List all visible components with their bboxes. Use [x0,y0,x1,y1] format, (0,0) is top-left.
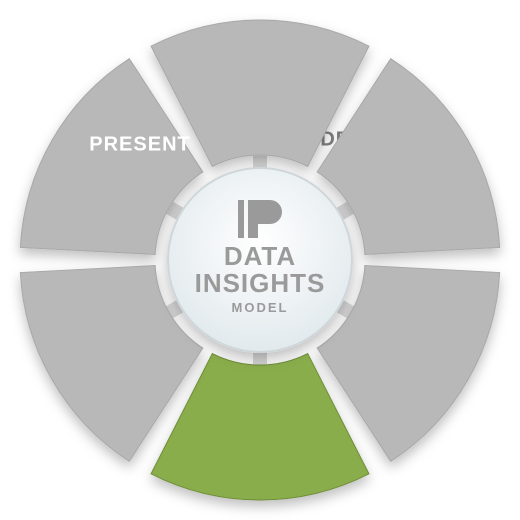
data-insights-model-diagram: DEFINEPREPAREREFINEANALYZEPRESENT DATAIN… [0,0,520,520]
wheel-svg: DEFINEPREPAREREFINEANALYZEPRESENT DATAIN… [0,0,520,520]
center-title-line2: INSIGHTS [195,268,326,298]
center-title-line1: DATA [224,241,296,271]
segment-label-present: PRESENT [89,133,190,155]
center-subtitle: MODEL [232,300,289,315]
